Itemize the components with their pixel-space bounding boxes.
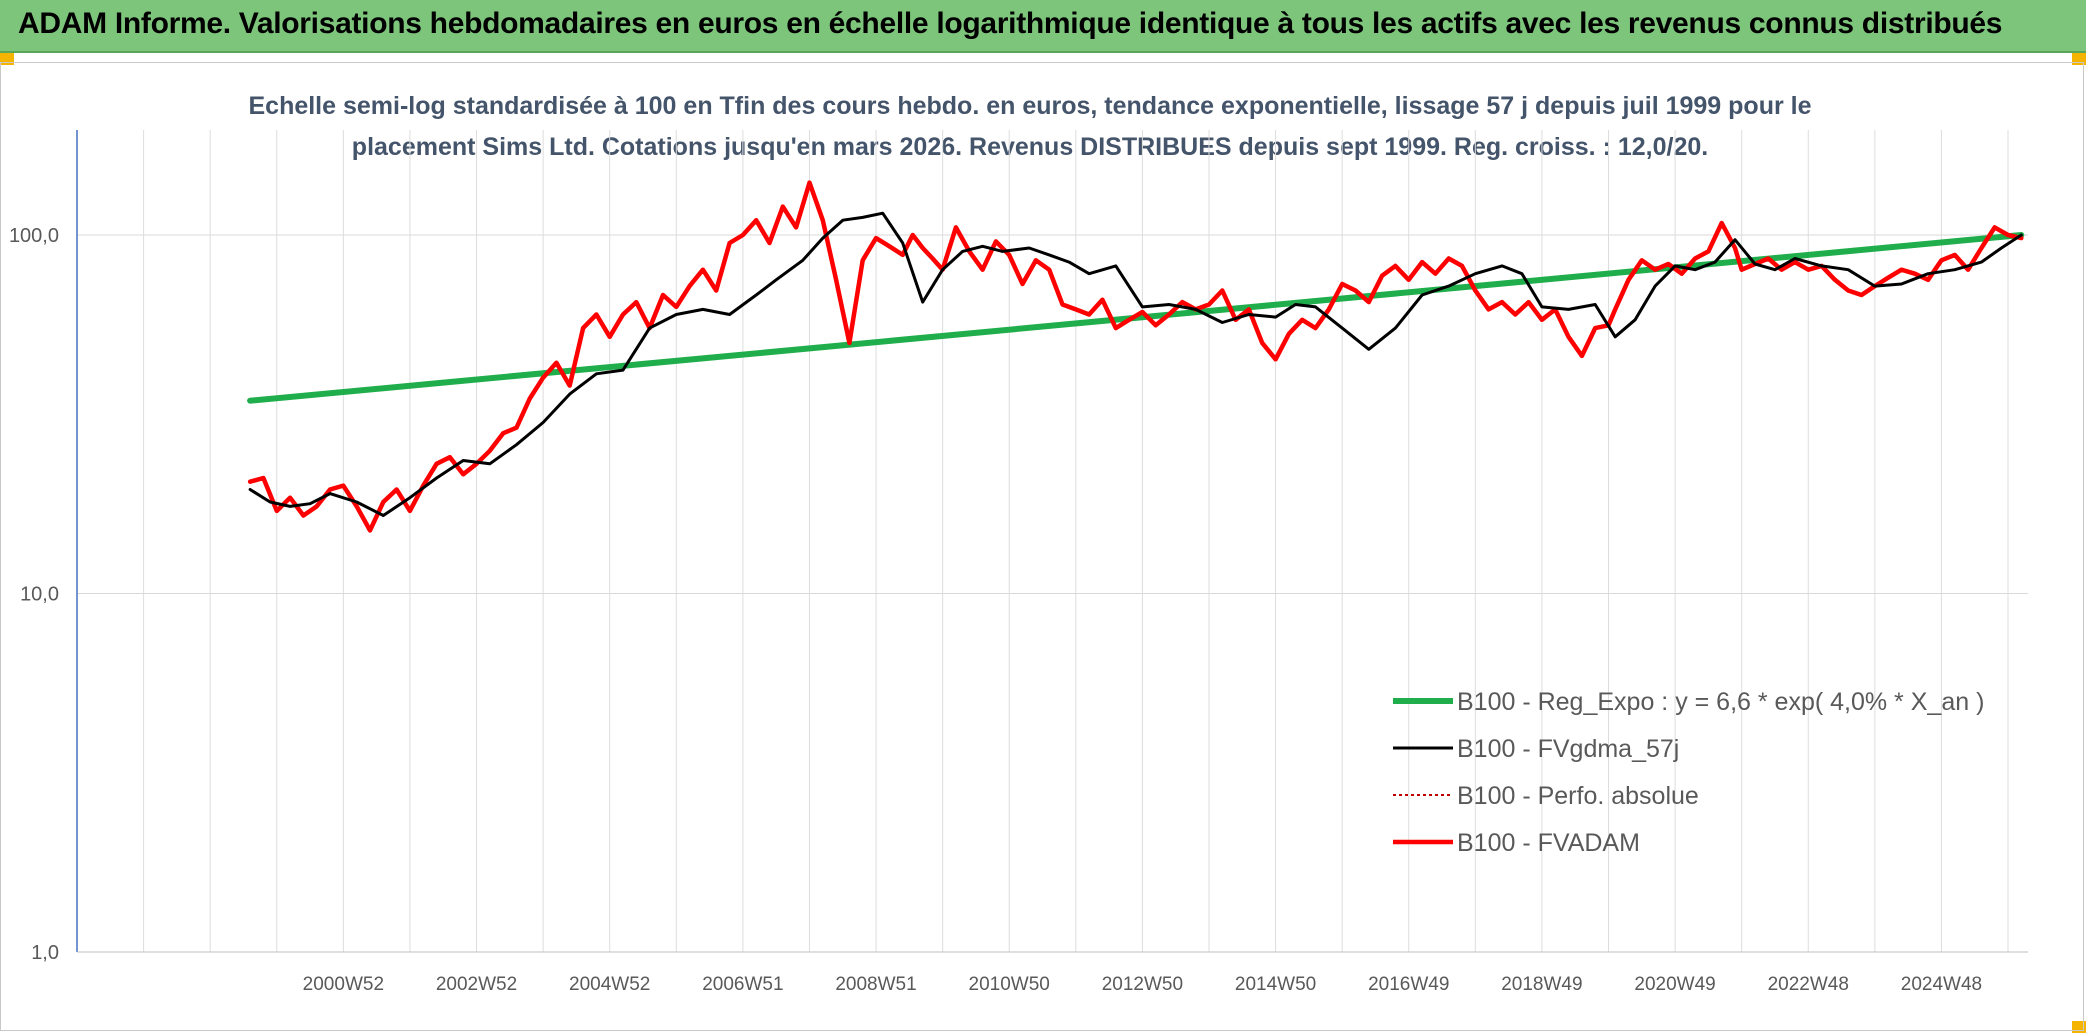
x-tick-labels: 2000W52 2002W52 2004W52 2006W51 2008W51 2010W… — [303, 974, 1982, 995]
chart-subtitle-line-2: placement Sims Ltd. Cotations jusqu'en m… — [351, 133, 1709, 161]
chart-frame — [0, 62, 2084, 1031]
x-tick-label: 2020W49 — [1634, 974, 1715, 995]
x-tick-label: 2018W49 — [1501, 974, 1582, 995]
x-tick-label: 2002W52 — [436, 974, 517, 995]
chart-subtitle-line-1: Echelle semi-log standardisée à 100 en T… — [248, 92, 1812, 120]
series-line-adam — [247, 180, 2024, 533]
legend: B100 - Reg_Expo : y = 6,6 * exp( 4,0% * … — [1393, 688, 1984, 857]
x-tick-label: 2000W52 — [303, 974, 384, 995]
legend-label: B100 - Reg_Expo : y = 6,6 * exp( 4,0% * … — [1457, 688, 1984, 716]
report-header: ADAM Informe. Valorisations hebdomadaire… — [0, 0, 2086, 53]
y-tick-label: 1,0 — [31, 942, 59, 964]
chart-subtitle: Echelle semi-log standardisée à 100 en T… — [180, 86, 1880, 168]
x-tick-label: 2024W48 — [1901, 974, 1982, 995]
x-tick-label: 2014W50 — [1235, 974, 1316, 995]
series-lines — [247, 180, 2025, 533]
x-tick-label: 2004W52 — [569, 974, 650, 995]
axes — [76, 130, 2028, 953]
x-tick-label: 2006W51 — [702, 974, 783, 995]
legend-label: B100 - Perfo. absolue — [1457, 782, 1699, 810]
x-tick-label: 2010W50 — [969, 974, 1050, 995]
x-tick-label: 2008W51 — [835, 974, 916, 995]
x-tick-label: 2016W49 — [1368, 974, 1449, 995]
y-tick-labels: 1,0 10,0 100,0 — [9, 225, 59, 964]
x-tick-label: 2012W50 — [1102, 974, 1183, 995]
report-title: ADAM Informe. Valorisations hebdomadaire… — [18, 7, 2003, 40]
y-tick-label: 100,0 — [9, 225, 59, 247]
series-line-smooth — [248, 211, 2023, 517]
x-tick-label: 2022W48 — [1768, 974, 1849, 995]
legend-label: B100 - FVADAM — [1457, 829, 1640, 857]
legend-label: B100 - FVgdma_57j — [1457, 735, 1679, 763]
y-tick-label: 10,0 — [20, 584, 59, 606]
